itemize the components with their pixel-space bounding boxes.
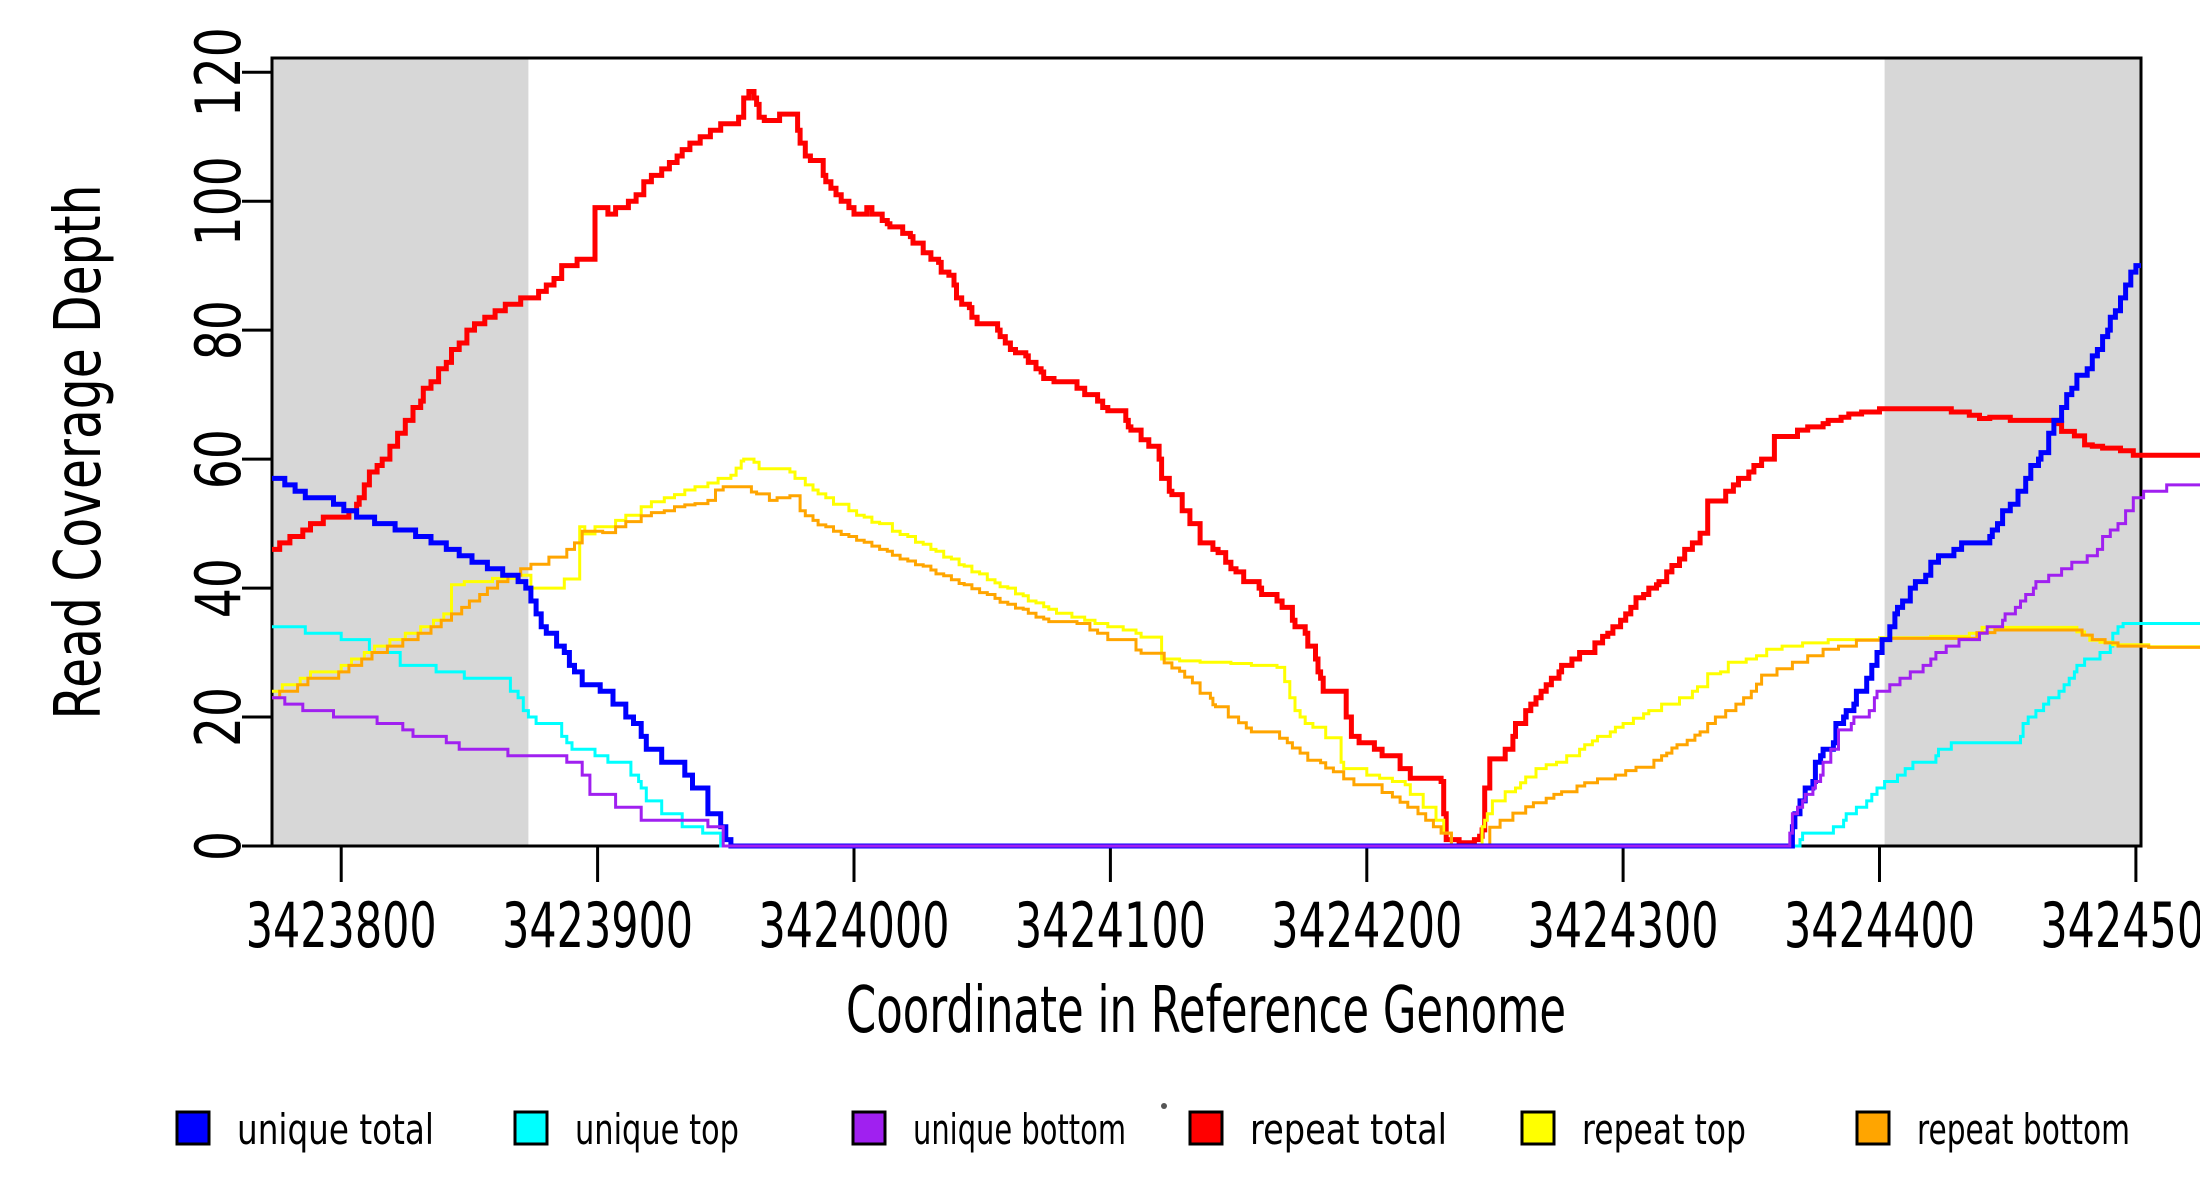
y-axis-title: Read Coverage Depth: [42, 185, 116, 720]
legend-label-unique-top: unique top: [575, 1105, 739, 1154]
x-axis: 3423800 3423900 3424000 3424100 3424200 34243…: [246, 846, 2200, 962]
series-repeat-bottom: [272, 485, 2200, 848]
legend-label-repeat-top: repeat top: [1582, 1105, 1746, 1154]
series-lines: [272, 89, 2200, 849]
legend-swatch-unique-top: [513, 1110, 549, 1146]
legend-swatch-unique-total: [175, 1110, 211, 1146]
y-tick-label: 100: [182, 156, 255, 246]
plot-box-border: [270, 56, 2143, 848]
x-tick-label: 3424400: [1784, 889, 1975, 962]
y-tick-label: 20: [182, 687, 255, 747]
legend-label-unique-bottom: unique bottom: [913, 1105, 1126, 1154]
series-unique-top: [272, 622, 2200, 848]
highlight-band-left: [272, 58, 529, 846]
legend-swatch-repeat-bottom: [1855, 1110, 1891, 1146]
x-axis-title: Coordinate in Reference Genome: [846, 974, 1566, 1048]
x-tick-label: 3423900: [502, 889, 693, 962]
y-tick-label: 60: [182, 429, 255, 489]
y-tick-label: 0: [182, 831, 255, 861]
x-tick-label: 3423800: [246, 889, 437, 962]
legend-label-repeat-bottom: repeat bottom: [1917, 1105, 2130, 1154]
highlight-bands: [272, 58, 2141, 846]
stray-dot: [1161, 1103, 1167, 1109]
legend: unique total unique top unique bottom repea…: [175, 1105, 2130, 1154]
x-tick-label: 3424000: [759, 889, 950, 962]
legend-label-repeat-total: repeat total: [1250, 1105, 1447, 1154]
series-repeat-total: [272, 89, 2200, 846]
y-axis: 0 20 40 60 80 100 120: [182, 27, 272, 861]
series-repeat-top: [272, 457, 2200, 848]
series-unique-bottom: [272, 483, 2200, 848]
x-tick-label: 3424100: [1015, 889, 1206, 962]
plot-box: [270, 56, 2143, 848]
y-tick-label: 40: [182, 558, 255, 618]
x-tick-label: 3424300: [1528, 889, 1719, 962]
x-tick-label: 3424200: [1271, 889, 1462, 962]
legend-swatch-unique-bottom: [851, 1110, 887, 1146]
legend-label-unique-total: unique total: [237, 1105, 434, 1154]
legend-swatch-repeat-top: [1520, 1110, 1556, 1146]
highlight-band-right: [1884, 58, 2141, 846]
y-tick-label: 120: [182, 27, 255, 117]
y-tick-label: 80: [182, 300, 255, 360]
legend-swatch-repeat-total: [1188, 1110, 1224, 1146]
